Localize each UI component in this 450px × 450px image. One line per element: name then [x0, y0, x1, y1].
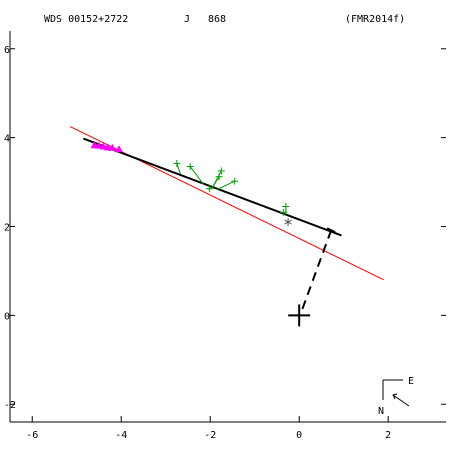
speckle-measure [115, 145, 123, 153]
x-tick-label: -2 [204, 430, 216, 441]
compass: E N [378, 376, 414, 417]
plot-lines [69, 126, 384, 316]
predicted-position-mark [284, 219, 292, 225]
motion-arrow-shaft [392, 394, 410, 407]
plot-marks [90, 141, 311, 327]
discoverer-number: 868 [208, 14, 226, 25]
discoverer-code: J [184, 14, 190, 25]
y-tick-label: 4 [4, 134, 10, 145]
y-tick-label: -2 [4, 400, 16, 411]
visual-residual [176, 163, 181, 175]
y-tick-label: 2 [4, 223, 10, 234]
x-tick-label: 2 [385, 430, 391, 441]
visual-residual [189, 166, 204, 185]
x-tick-label: 0 [296, 430, 302, 441]
orbit-reference: (FMR2014f) [345, 14, 405, 25]
node-dashed-line [299, 229, 333, 316]
wds-designation: WDS 00152+2722 [44, 14, 128, 25]
visual-residual [212, 176, 220, 188]
compass-north-label: N [378, 406, 384, 417]
x-tick-label: -4 [115, 430, 127, 441]
visual-residual [216, 180, 235, 191]
motion-arrow-head [392, 393, 398, 400]
y-tick-label: 6 [4, 45, 10, 56]
y-tick-label: 0 [4, 311, 10, 322]
axes: -6 -4 -2 0 2 -2 0 2 4 6 [4, 31, 446, 441]
compass-east-label: E [408, 376, 414, 387]
x-tick-label: -6 [26, 430, 38, 441]
speckle-measure [108, 143, 117, 151]
node-dashed-end [326, 227, 336, 233]
